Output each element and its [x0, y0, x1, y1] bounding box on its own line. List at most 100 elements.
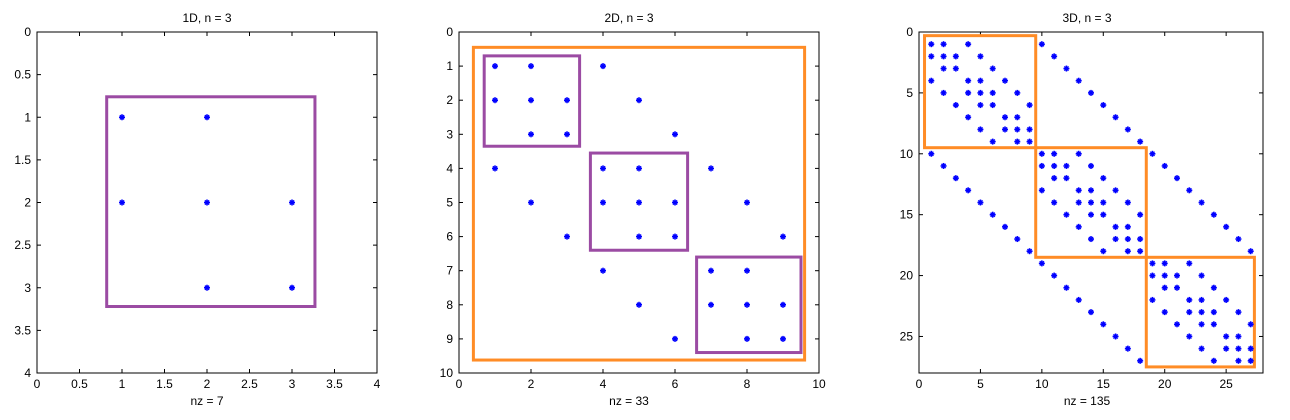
panel-3d-point [1075, 199, 1082, 206]
panel-3d-point [1075, 296, 1082, 303]
panel-2d-ytick-label: 6 [446, 230, 453, 244]
panel-3d-point [977, 77, 984, 84]
panel-3d-point-stroke [1235, 333, 1242, 340]
panel-2d-point [492, 165, 498, 172]
panel-2d-block-box [482, 54, 582, 148]
panel-2d-point-stroke [600, 199, 606, 206]
panel-3d-point [1002, 114, 1008, 121]
panel-3d-point [1137, 138, 1144, 145]
panel-3d-point-stroke [1039, 260, 1045, 266]
panel-3d-point [1210, 321, 1217, 328]
panel-2d-point-stroke [744, 268, 750, 274]
panel-3d-point-stroke [1112, 114, 1119, 120]
panel-3d-point [1100, 248, 1107, 255]
panel-3d-point [1063, 162, 1070, 169]
panel-2d-block-box [588, 151, 690, 252]
panel-3d-block-box [923, 34, 1038, 150]
panel-3d-point [1038, 41, 1045, 48]
panel-3d-point-stroke [977, 90, 984, 96]
panel-3d-point [1100, 102, 1107, 109]
panel-3d-point [1186, 309, 1193, 316]
panel-3d-point-stroke [1002, 224, 1008, 230]
panel-3d-ytick-label: 20 [900, 269, 914, 283]
panel-3d-point-stroke [1149, 297, 1156, 303]
panel-3d-point [1100, 199, 1107, 206]
panel-3d-point-stroke [1100, 102, 1106, 108]
panel-3d-point-stroke [1002, 78, 1008, 84]
panel-2d-point-stroke [528, 97, 534, 103]
panel-3d-ytick-label: 10 [900, 147, 914, 161]
panel-3d-point-stroke [965, 187, 971, 193]
panel-3d-point-stroke [1002, 126, 1008, 133]
panel-3d-point-stroke [977, 199, 984, 206]
panel-3d-point-stroke [1112, 333, 1119, 340]
panel-3d-point [965, 187, 972, 194]
panel-2d-point-stroke [780, 234, 786, 240]
panel-3d-boxes [923, 34, 1256, 369]
panel-3d-point [977, 102, 984, 109]
panel-3d-point [1100, 175, 1107, 182]
panel-2d-point [744, 335, 750, 342]
panel-1d-xtick-label: 4 [374, 377, 381, 391]
panel-2d-point [600, 267, 606, 274]
panel-3d-point [1161, 284, 1168, 291]
panel-3d-point [1026, 102, 1033, 109]
panel-3d-point [1112, 223, 1119, 230]
panel-3d-point [965, 77, 972, 84]
panel-3d-point-stroke [1125, 236, 1131, 242]
panel-3d-point-stroke [1076, 187, 1082, 193]
panel-2d-point [780, 335, 786, 342]
panel-2d-point [564, 233, 570, 240]
panel-2d-point-stroke [744, 336, 750, 342]
panel-3d-point [940, 162, 947, 169]
panel-3d-point-stroke [1088, 163, 1094, 169]
panel-2d-ytick-label: 4 [446, 161, 453, 175]
panel-3d-point [1075, 223, 1082, 230]
panel-1d-point [204, 114, 210, 121]
panel-1d-boxes [105, 95, 317, 309]
panel-3d-point [1124, 248, 1131, 255]
panel-3d-point-stroke [1051, 163, 1057, 169]
panel-3d-point [1198, 345, 1205, 352]
panel-2d-point [600, 199, 606, 206]
panel-1d-point-stroke [204, 199, 210, 206]
panel-2d-point [636, 97, 642, 104]
panel-2d-ytick-label: 10 [440, 366, 454, 380]
panel-3d-point [928, 150, 935, 157]
panel-3d-point [1051, 162, 1058, 169]
panel-3d-point-stroke [1051, 151, 1057, 157]
panel-1d-xtick-label: 0.5 [71, 377, 88, 391]
panel-3d-point-stroke [1248, 358, 1254, 364]
panel-3d-point [1186, 296, 1193, 303]
panel-3d-point-stroke [1223, 297, 1229, 303]
panel-1d-title: 1D, n = 3 [182, 11, 231, 25]
panel-3d-point-stroke [1211, 285, 1217, 291]
panel-1d-ytick-label: 3 [24, 281, 31, 295]
panel-3d-point [1210, 284, 1217, 291]
panel-3d-point-stroke [940, 90, 947, 96]
panel-3d-point-stroke [1100, 175, 1106, 181]
panel-3d-point [989, 102, 996, 109]
panel-3d-point [1210, 309, 1217, 316]
panel-2d-point-stroke [600, 268, 606, 274]
panel-2d-block-box [695, 255, 803, 355]
panel-3d-title: 3D, n = 3 [1062, 11, 1111, 25]
panel-2d-point-stroke [564, 234, 570, 240]
panel-1d-xtick-label: 1.5 [156, 377, 173, 391]
panel-1d-xtick-label: 2.5 [241, 377, 258, 391]
panel-3d-xtick-label: 5 [977, 377, 984, 391]
panel-3d-point-stroke [977, 126, 984, 133]
panel-3d-point-stroke [1088, 187, 1094, 193]
panel-3d-point-stroke [953, 53, 959, 59]
panel-3d-point [1088, 89, 1094, 96]
panel-2d-point [708, 301, 714, 308]
panel-2d-point-stroke [708, 165, 714, 171]
panel-1d-point [204, 284, 210, 291]
panel-3d-point-stroke [990, 65, 996, 72]
panel-3d-point-stroke [1014, 114, 1020, 120]
panel-3d-point-stroke [1198, 346, 1205, 352]
panel-3d-point [952, 102, 959, 109]
panel-3d-point [1075, 150, 1082, 157]
panel-2d-point-stroke [564, 131, 570, 137]
panel-3d-point-stroke [965, 90, 971, 96]
